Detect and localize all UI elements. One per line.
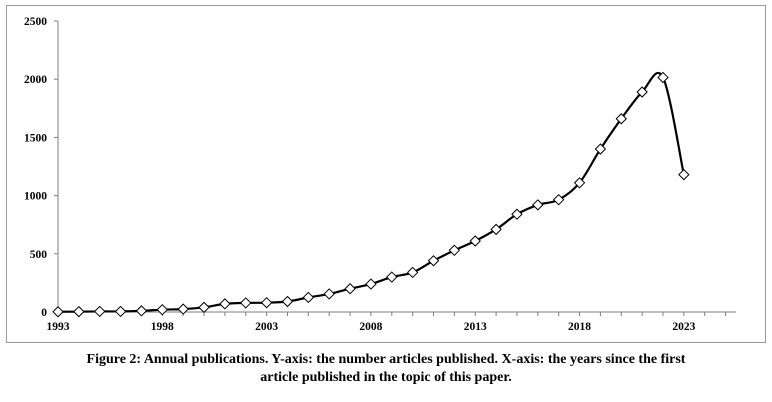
- data-point-marker: [678, 168, 690, 181]
- data-point-marker: [615, 113, 627, 125]
- y-tick-label: 0: [41, 307, 47, 319]
- data-point-marker: [156, 303, 169, 316]
- data-point-marker: [406, 266, 419, 279]
- y-tick-label: 1000: [24, 191, 47, 203]
- y-tick-label: 1500: [24, 132, 47, 144]
- data-point-marker: [386, 271, 398, 283]
- x-tick-label: 1998: [151, 321, 174, 333]
- data-point-marker: [365, 278, 377, 290]
- series-line: [57, 71, 685, 313]
- data-point-marker: [198, 301, 210, 314]
- data-point-marker: [177, 303, 189, 315]
- chart-frame: [6, 5, 766, 343]
- y-tick-label: 500: [30, 249, 48, 261]
- data-point-marker: [552, 193, 565, 206]
- x-tick-label: 1993: [47, 321, 70, 333]
- data-point-marker: [302, 291, 315, 304]
- data-point-marker: [532, 199, 544, 211]
- data-point-marker: [94, 305, 106, 318]
- data-point-marker: [469, 235, 481, 247]
- y-tick-label: 2000: [24, 74, 47, 86]
- data-point-marker: [594, 143, 607, 155]
- data-point-marker: [427, 255, 440, 267]
- publications-line-chart: 0 500 1000 1500 2000 2500 1993 1998 2003 2008 2013…: [24, 16, 736, 333]
- data-point-marker: [323, 288, 335, 300]
- data-point-marker: [344, 283, 356, 295]
- data-point-marker: [219, 298, 231, 310]
- figure-caption: Figure 2: Annual publications. Y-axis: t…: [10, 351, 762, 387]
- data-point-marker: [448, 244, 461, 257]
- x-tick-label: 2018: [568, 321, 591, 333]
- data-point-marker: [281, 295, 294, 308]
- x-tick-label: 2008: [359, 321, 382, 333]
- data-point-marker: [73, 305, 85, 318]
- data-point-marker: [240, 297, 252, 309]
- y-tick-label: 2500: [24, 16, 47, 28]
- data-point-marker: [657, 71, 669, 84]
- x-tick-label: 2013: [464, 321, 487, 333]
- x-tick-label: 2003: [255, 321, 278, 333]
- data-point-marker: [114, 305, 127, 318]
- data-point-marker: [52, 306, 64, 318]
- data-point-marker: [636, 86, 648, 98]
- data-point-marker: [573, 177, 586, 189]
- data-point-marker: [260, 296, 273, 309]
- caption-line-2: article published in the topic of this p…: [260, 370, 512, 385]
- caption-line-1: Figure 2: Annual publications. Y-axis: t…: [86, 352, 686, 367]
- data-point-marker: [511, 208, 523, 220]
- data-point-marker: [135, 305, 148, 317]
- x-tick-label: 2023: [672, 321, 695, 333]
- data-point-marker: [490, 223, 502, 236]
